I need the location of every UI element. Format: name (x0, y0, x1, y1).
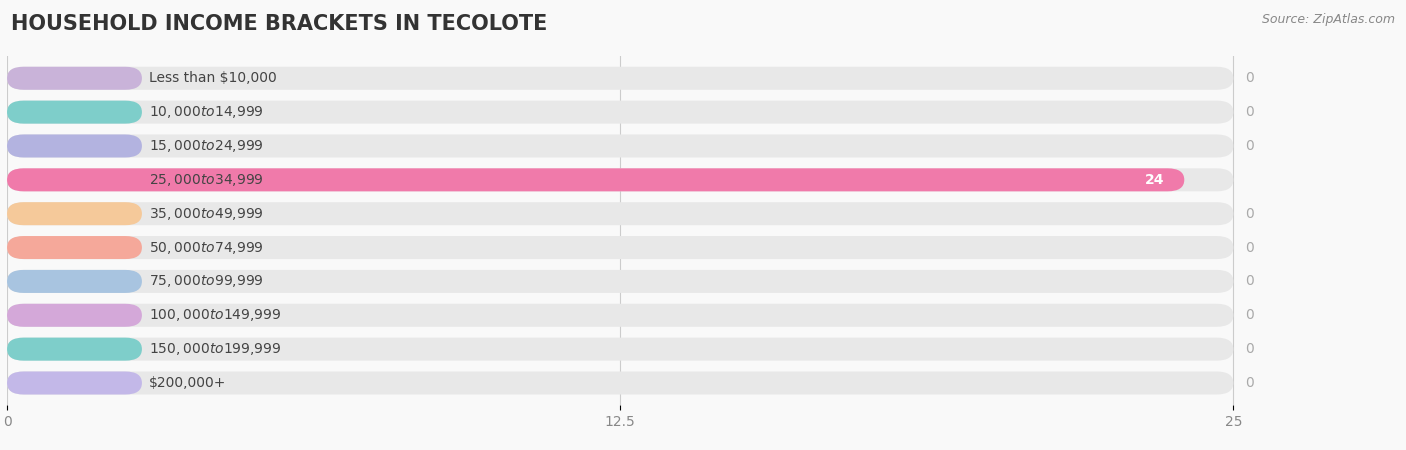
Text: 0: 0 (1246, 342, 1254, 356)
Text: 0: 0 (1246, 139, 1254, 153)
FancyBboxPatch shape (7, 270, 1233, 293)
FancyBboxPatch shape (7, 101, 142, 124)
FancyBboxPatch shape (7, 304, 1233, 327)
Text: 0: 0 (1246, 376, 1254, 390)
FancyBboxPatch shape (7, 236, 1233, 259)
Text: $150,000 to $199,999: $150,000 to $199,999 (149, 341, 281, 357)
FancyBboxPatch shape (7, 372, 142, 395)
Text: 0: 0 (1246, 207, 1254, 220)
FancyBboxPatch shape (7, 202, 1233, 225)
FancyBboxPatch shape (7, 67, 1233, 90)
Text: $10,000 to $14,999: $10,000 to $14,999 (149, 104, 264, 120)
FancyBboxPatch shape (7, 168, 1184, 191)
FancyBboxPatch shape (7, 270, 142, 293)
Text: HOUSEHOLD INCOME BRACKETS IN TECOLOTE: HOUSEHOLD INCOME BRACKETS IN TECOLOTE (11, 14, 547, 33)
Text: $25,000 to $34,999: $25,000 to $34,999 (149, 172, 264, 188)
Text: Less than $10,000: Less than $10,000 (149, 71, 277, 85)
Text: $50,000 to $74,999: $50,000 to $74,999 (149, 239, 264, 256)
FancyBboxPatch shape (7, 372, 1233, 395)
FancyBboxPatch shape (7, 202, 142, 225)
FancyBboxPatch shape (7, 168, 1233, 191)
Text: $15,000 to $24,999: $15,000 to $24,999 (149, 138, 264, 154)
Text: 0: 0 (1246, 308, 1254, 322)
Text: $200,000+: $200,000+ (149, 376, 226, 390)
Text: $35,000 to $49,999: $35,000 to $49,999 (149, 206, 264, 222)
FancyBboxPatch shape (7, 338, 142, 360)
Text: 24: 24 (1144, 173, 1164, 187)
Text: 0: 0 (1246, 105, 1254, 119)
FancyBboxPatch shape (7, 101, 1233, 124)
Text: 0: 0 (1246, 241, 1254, 255)
Text: Source: ZipAtlas.com: Source: ZipAtlas.com (1261, 14, 1395, 27)
FancyBboxPatch shape (7, 135, 142, 157)
FancyBboxPatch shape (7, 135, 1233, 157)
Text: $100,000 to $149,999: $100,000 to $149,999 (149, 307, 281, 323)
Text: $75,000 to $99,999: $75,000 to $99,999 (149, 274, 264, 289)
FancyBboxPatch shape (7, 236, 142, 259)
FancyBboxPatch shape (7, 304, 142, 327)
FancyBboxPatch shape (7, 67, 142, 90)
FancyBboxPatch shape (7, 338, 1233, 360)
Text: 0: 0 (1246, 274, 1254, 288)
Text: 0: 0 (1246, 71, 1254, 85)
